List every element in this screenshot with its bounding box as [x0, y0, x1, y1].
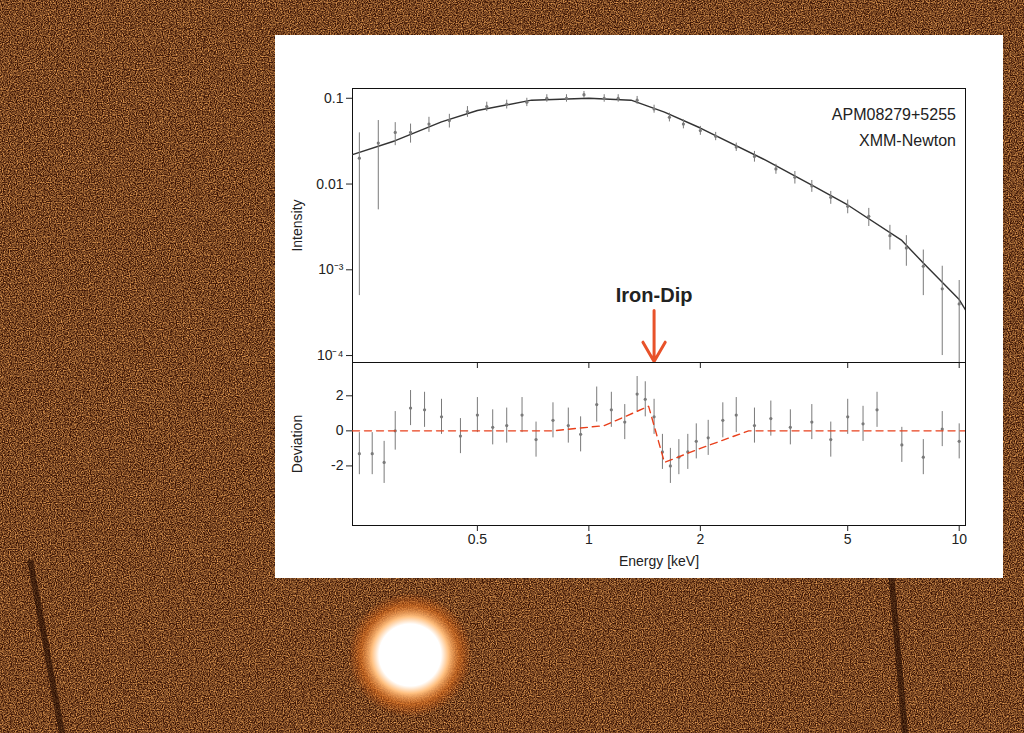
svg-text:-2: -2 — [331, 457, 344, 473]
svg-text:0.01: 0.01 — [316, 176, 343, 192]
svg-text:0.1: 0.1 — [324, 90, 344, 106]
svg-text:0: 0 — [336, 422, 344, 438]
svg-text:10⁻⁴: 10⁻⁴ — [317, 347, 344, 363]
svg-text:10: 10 — [951, 531, 967, 547]
svg-text:5: 5 — [844, 531, 852, 547]
svg-text:Energy [keV]: Energy [keV] — [619, 553, 699, 569]
svg-text:Intensity: Intensity — [289, 199, 305, 251]
svg-text:1: 1 — [585, 531, 593, 547]
svg-text:0.5: 0.5 — [468, 531, 488, 547]
svg-text:Iron-Dip: Iron-Dip — [616, 284, 693, 306]
svg-text:XMM-Newton: XMM-Newton — [859, 132, 956, 149]
svg-text:2: 2 — [336, 387, 344, 403]
svg-text:APM08279+5255: APM08279+5255 — [832, 106, 956, 123]
svg-text:10⁻³: 10⁻³ — [318, 261, 344, 277]
svg-text:2: 2 — [696, 531, 704, 547]
svg-text:Deviation: Deviation — [289, 415, 305, 473]
